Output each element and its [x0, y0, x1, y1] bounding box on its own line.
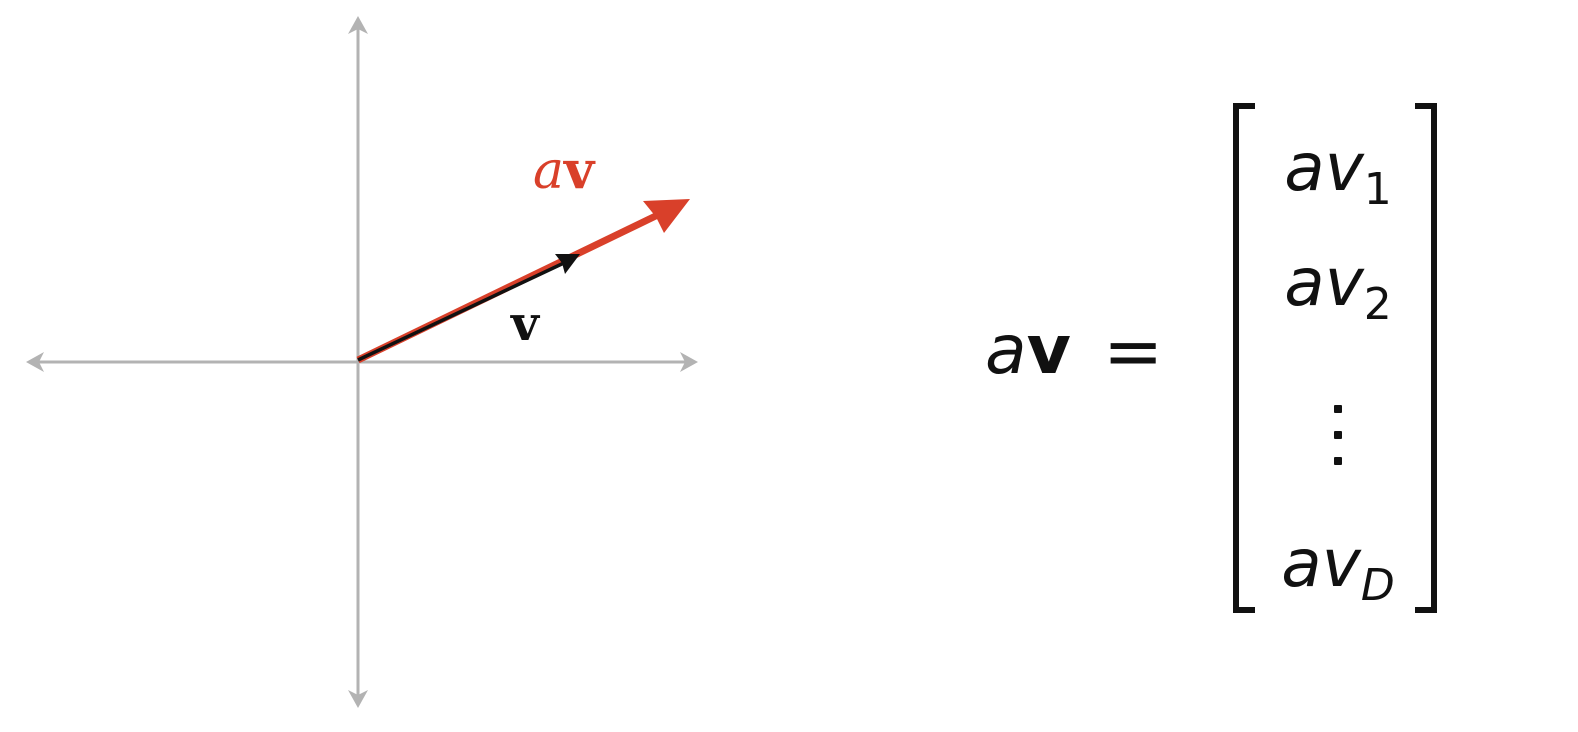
vector-entry-1: av1	[1263, 135, 1413, 212]
vector-arrowhead	[555, 254, 580, 274]
y-axis-positive-arrowhead	[348, 16, 368, 34]
dot	[1334, 457, 1342, 465]
vector-shaft	[357, 260, 567, 362]
entry-variable: v	[1321, 525, 1361, 602]
equation-lhs: av	[985, 317, 1071, 385]
lhs-vector: v	[1026, 311, 1071, 390]
right-bracket	[1415, 103, 1437, 613]
y-axis-negative-arrowhead	[348, 690, 368, 708]
lhs-scalar: a	[985, 311, 1027, 390]
dot	[1334, 431, 1342, 439]
vector-entry-d: avD	[1263, 531, 1413, 608]
entry-scalar: a	[1284, 244, 1325, 321]
entry-scalar: a	[1284, 129, 1325, 206]
vertical-dots	[1263, 395, 1413, 475]
entry-variable: v	[1324, 244, 1364, 321]
vector-diagram: av v	[26, 16, 698, 708]
entry-subscript: 1	[1363, 164, 1392, 215]
x-axis-negative-arrowhead	[26, 352, 44, 372]
scaled-vector-label: av	[533, 140, 596, 201]
entry-subscript: 2	[1363, 279, 1392, 330]
vector-v	[357, 254, 580, 362]
vector-entry-2: av2	[1263, 250, 1413, 327]
vector-label: v	[510, 296, 541, 352]
entry-scalar: a	[1281, 525, 1322, 602]
scaled-vector-arrowhead	[643, 199, 690, 233]
axes	[26, 16, 698, 708]
entry-subscript: D	[1360, 560, 1395, 611]
entry-variable: v	[1324, 129, 1364, 206]
equals-sign: =	[1103, 309, 1164, 393]
left-bracket	[1233, 103, 1255, 613]
x-axis-positive-arrowhead	[680, 352, 698, 372]
dot	[1334, 405, 1342, 413]
scalar-multiplication-equation: av = av1 av2 avD	[975, 95, 1495, 625]
